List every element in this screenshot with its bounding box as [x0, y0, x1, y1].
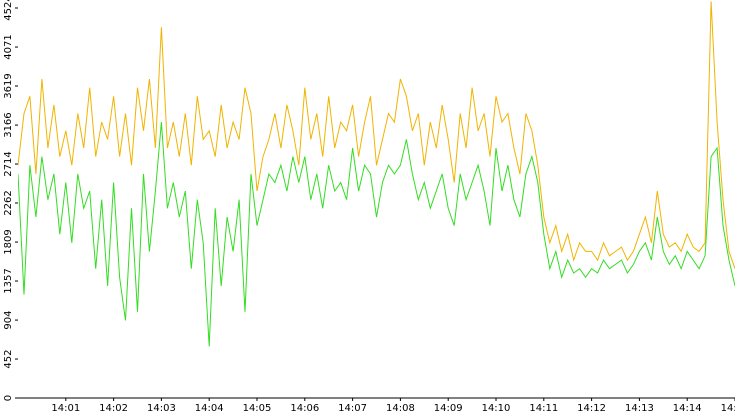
- y-tick-label: 3166: [3, 112, 14, 137]
- x-tick-label: 14:12: [577, 403, 606, 414]
- y-tick-label: 4071: [3, 34, 14, 59]
- x-tick-label: 14:10: [482, 403, 511, 414]
- y-tick-label: 904: [3, 311, 14, 330]
- x-tick-label: 14:11: [529, 403, 558, 414]
- series-line: [18, 1, 735, 269]
- x-tick-label: 14:09: [434, 403, 463, 414]
- x-tick-label: 14:14: [673, 403, 702, 414]
- x-tick-label: 14:04: [195, 403, 224, 414]
- y-tick-label: 1809: [3, 229, 14, 254]
- x-tick-label: 14:07: [338, 403, 367, 414]
- y-tick-label: 3619: [3, 73, 14, 98]
- y-tick-label: 452: [3, 349, 14, 368]
- x-tick-label: 14:06: [290, 403, 319, 414]
- y-tick-label: 1357: [3, 268, 14, 293]
- y-tick-label: 0: [3, 395, 14, 401]
- plot-area: [18, 1, 735, 347]
- x-tick-label: 14:05: [243, 403, 272, 414]
- x-tick-label: 14:15: [721, 403, 735, 414]
- x-tick-label: 14:13: [625, 403, 654, 414]
- x-tick-label: 14:08: [386, 403, 415, 414]
- series-line: [18, 122, 735, 347]
- x-tick-label: 14:01: [51, 403, 80, 414]
- y-tick-label: 2714: [3, 151, 14, 176]
- x-tick-label: 14:02: [99, 403, 128, 414]
- y-tick-label: 2262: [3, 190, 14, 215]
- x-tick-label: 14:03: [147, 403, 176, 414]
- y-tick-label: 4524: [3, 0, 14, 21]
